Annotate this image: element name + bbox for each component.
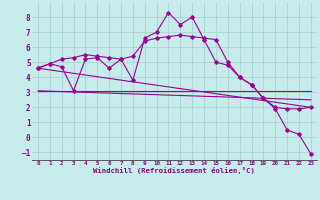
X-axis label: Windchill (Refroidissement éolien,°C): Windchill (Refroidissement éolien,°C) bbox=[93, 167, 255, 174]
